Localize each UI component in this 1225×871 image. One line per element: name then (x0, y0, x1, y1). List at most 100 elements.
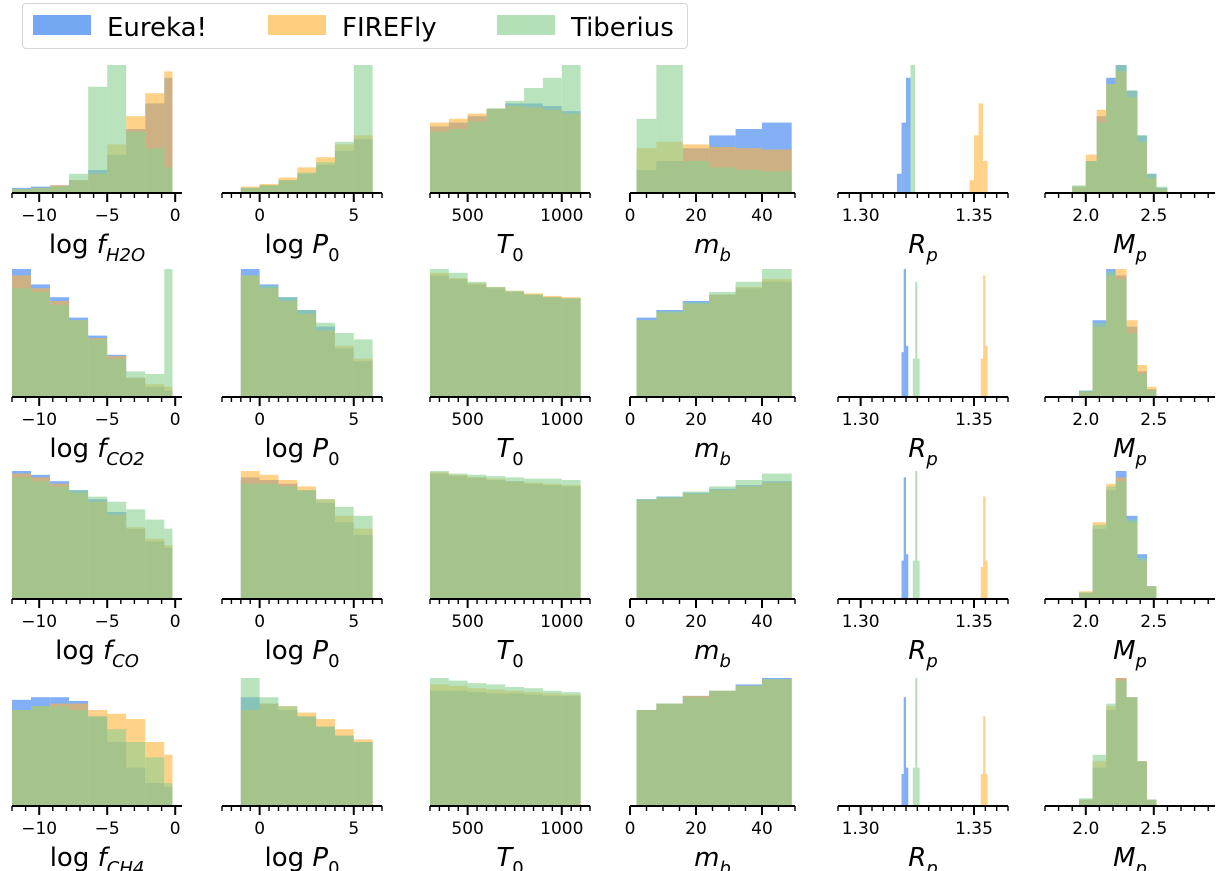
panel-r3-c4: 0 20 40 mb (625, 473, 796, 672)
tick-label: 500 (451, 410, 483, 430)
bar (69, 710, 89, 806)
tick-label: −5 (95, 819, 120, 839)
panel-r4-c4: 0 20 40 mb (625, 678, 796, 871)
bar (353, 742, 373, 806)
tick-label: −10 (21, 819, 57, 839)
bar (31, 292, 50, 397)
tick-label: −10 (21, 206, 57, 226)
bar (240, 483, 260, 599)
tick-label: 2.5 (1140, 410, 1167, 430)
bar (910, 65, 915, 193)
x-axis-label: log fCO2 (49, 434, 144, 470)
bar (505, 100, 525, 193)
series-tiberius (912, 281, 920, 397)
bar (164, 269, 173, 397)
series-tiberius (430, 269, 581, 397)
bar (906, 767, 909, 806)
bar (709, 167, 736, 193)
legend-swatch-firefly (268, 15, 326, 35)
x-axis-label: Rp (908, 636, 938, 672)
series-eureka (901, 697, 909, 806)
bar (656, 65, 683, 193)
bar (50, 486, 70, 599)
bar (561, 298, 581, 397)
series-tiberius (12, 477, 173, 599)
bar (448, 473, 468, 599)
bar (735, 480, 762, 599)
tick-label: 1.30 (842, 410, 880, 430)
bar (974, 135, 979, 193)
bar (486, 108, 506, 193)
bar (636, 710, 657, 806)
series-tiberius (636, 679, 792, 806)
bar (259, 697, 279, 806)
series-tiberius (12, 269, 173, 397)
bar (467, 474, 487, 599)
bar (524, 88, 543, 193)
bar (145, 757, 165, 806)
x-axis-label: Rp (908, 230, 938, 266)
tick-label: 1.30 (842, 206, 880, 226)
tick-label: 0 (170, 206, 181, 226)
bar (682, 491, 710, 599)
bar (430, 131, 449, 193)
bar (636, 320, 657, 397)
bar (107, 729, 127, 806)
bar (542, 77, 562, 193)
bar (1106, 84, 1116, 193)
bar (1106, 271, 1116, 397)
bar (1126, 519, 1138, 599)
bar (901, 122, 906, 193)
bar (353, 65, 373, 193)
series-tiberius (240, 483, 373, 599)
bar (1147, 799, 1157, 806)
x-axis-label: Rp (908, 843, 938, 871)
tick-label: 0 (254, 612, 265, 632)
bar (486, 286, 506, 397)
series-tiberius (430, 471, 581, 599)
tick-label: 0 (170, 410, 181, 430)
bar (353, 515, 373, 599)
series-tiberius (636, 65, 792, 193)
bar (980, 774, 984, 806)
tick-label: 1000 (540, 410, 583, 430)
panel-r4-c5: 1.30 1.35 Rp (837, 678, 1009, 871)
bar (903, 269, 906, 397)
x-axis-label: mb (694, 843, 731, 871)
bar (901, 352, 904, 397)
bar (1106, 486, 1116, 599)
bar (107, 501, 127, 599)
bar (1092, 754, 1107, 806)
bar (917, 560, 920, 599)
bar (126, 371, 146, 397)
bar (164, 754, 173, 806)
tick-label: 1.35 (955, 410, 993, 430)
bar (126, 131, 146, 193)
bar (1137, 558, 1147, 599)
bar (762, 679, 792, 806)
bar (1115, 279, 1127, 397)
bar (735, 685, 762, 806)
bar (126, 509, 146, 599)
bar (1092, 524, 1107, 599)
bar (278, 297, 298, 397)
bar (980, 358, 984, 397)
series-tiberius (1079, 481, 1157, 599)
bar (656, 311, 683, 397)
bar (985, 560, 988, 599)
series-eureka (896, 77, 911, 193)
series-tiberius (430, 65, 581, 193)
tick-label: 0 (625, 410, 636, 430)
bar (709, 690, 736, 806)
bar (561, 480, 581, 599)
bar (983, 161, 988, 193)
bar (735, 281, 762, 397)
bar (709, 486, 736, 599)
legend-label-firefly: FIREFly (342, 13, 437, 43)
tick-label: 500 (451, 206, 483, 226)
bar (1126, 333, 1138, 397)
bar (542, 297, 562, 397)
tick-label: 0 (254, 206, 265, 226)
bar (448, 129, 468, 193)
tick-label: 20 (685, 819, 707, 839)
